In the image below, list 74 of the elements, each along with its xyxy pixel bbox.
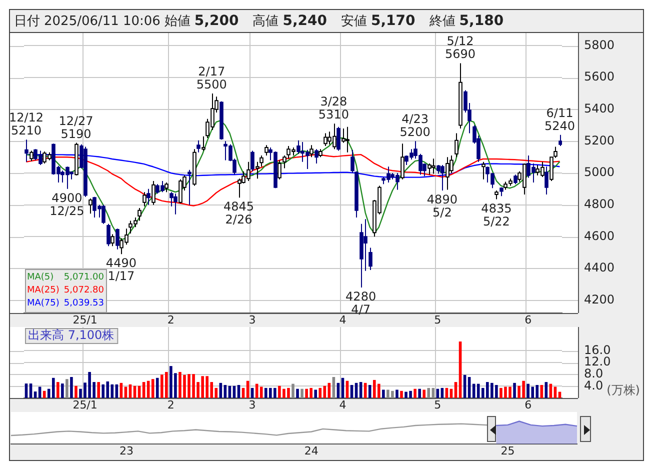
chart-title: 日付 2025/06/11 10:06 始値 5,200 高値 5,240 安値 5,170 終値 5,180	[14, 13, 504, 29]
x-tick-label: 25/1	[72, 398, 98, 412]
bar	[151, 379, 154, 398]
bar	[56, 382, 60, 398]
bar	[382, 390, 385, 398]
bar	[368, 384, 372, 398]
text: MA(5)	[27, 272, 54, 282]
bar	[318, 388, 322, 398]
y-tick-label: 12.0	[584, 354, 611, 369]
bar	[513, 382, 516, 398]
bar	[52, 378, 55, 398]
annotation: 2/17 5500	[196, 64, 227, 92]
annotation: 4/23 5200	[400, 112, 430, 140]
text: MA(25)	[27, 285, 60, 296]
annotation: 12/27 5190	[58, 114, 94, 141]
y-tick-label: 5600	[584, 70, 615, 84]
bar	[74, 386, 78, 398]
annotation: 4890 5/2	[426, 192, 458, 220]
text: MA(75)	[27, 298, 60, 308]
bar	[396, 390, 398, 398]
x-tick-label: 4	[339, 313, 346, 326]
bar	[70, 376, 73, 398]
bar	[156, 378, 159, 398]
annotation: 5/12 5690	[445, 34, 476, 62]
bar	[422, 390, 426, 398]
y-tick-label: 4400	[584, 260, 615, 275]
y-tick-label: 5000	[584, 165, 615, 180]
annotation: 12/12 5210	[8, 110, 44, 138]
bar	[414, 388, 416, 398]
annotation: 4900 12/25	[50, 190, 84, 218]
x-tick-label: 3	[248, 398, 256, 412]
x-tick-label: 2	[167, 313, 174, 326]
bar	[102, 384, 105, 398]
x-tick-label: 3	[248, 313, 256, 326]
y-tick-label: 4.0	[584, 378, 604, 392]
annotation: 3/28 5310	[318, 94, 349, 122]
x-tick-label: 6	[524, 398, 532, 412]
bar	[97, 382, 100, 398]
bar	[400, 390, 403, 398]
y-tick-label: 16.0	[584, 342, 611, 357]
annotation: 5,039.53	[64, 298, 104, 308]
x-tick-label: 2	[167, 398, 174, 412]
annotation: 出来高 7,100株	[28, 328, 114, 342]
y-tick-label: 5400	[584, 101, 615, 116]
y-tick-label: 8.0	[584, 366, 604, 380]
x-tick-label: 25	[500, 444, 515, 458]
annotation: 4490 1/17	[106, 256, 136, 284]
x-tick-label: 5	[434, 313, 442, 326]
x-tick-label: 25/1	[72, 313, 98, 326]
y-axis-title: (万株)	[606, 383, 640, 398]
bar	[300, 388, 304, 398]
y-tick-label: 5800	[584, 38, 615, 52]
x-tick-label: 6	[524, 313, 532, 326]
y-tick-label: 4200	[584, 292, 615, 306]
bar	[296, 388, 299, 398]
annotation: 4845 2/26	[223, 200, 254, 227]
bar	[418, 388, 421, 398]
x-tick-label: 23	[120, 444, 134, 458]
y-tick-label: 4800	[584, 196, 615, 211]
annotation: 5,071.00	[64, 272, 104, 282]
annotation: 6/11 5240	[544, 106, 576, 133]
y-tick-label: 5200	[584, 133, 615, 148]
x-tick-label: 5	[434, 398, 442, 412]
bar	[61, 384, 64, 398]
y-tick-label: 4600	[584, 228, 615, 243]
bar	[314, 390, 318, 398]
x-tick-label: 4	[339, 398, 346, 412]
bar	[292, 384, 294, 398]
annotation: 4835 5/22	[481, 201, 512, 228]
bar	[260, 386, 263, 398]
bar	[66, 379, 68, 398]
x-tick-label: 24	[304, 444, 318, 458]
bar	[427, 388, 430, 398]
annotation: 5,072.80	[64, 285, 104, 296]
